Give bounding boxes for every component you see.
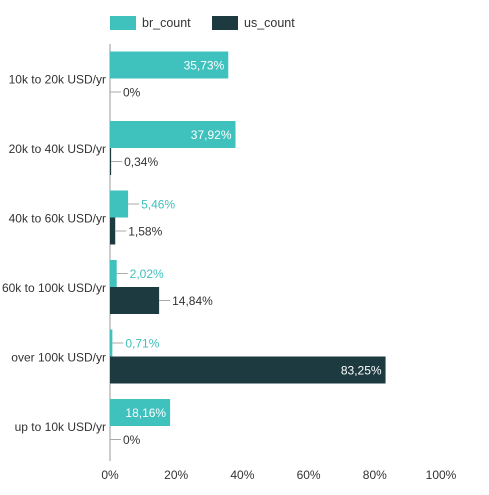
bar-br-count[interactable] [110, 260, 117, 287]
x-tick-label: 80% [363, 468, 387, 482]
x-tick-label: 100% [426, 468, 457, 482]
data-label: 0,34% [124, 155, 158, 169]
bar-us-count[interactable] [110, 148, 111, 175]
category-label: over 100k USD/yr [11, 350, 106, 364]
x-tick-label: 20% [164, 468, 188, 482]
bar-br-count[interactable] [110, 191, 128, 218]
x-tick-label: 60% [297, 468, 321, 482]
bar-us-count[interactable] [110, 218, 115, 245]
bar-br-count[interactable] [110, 330, 112, 357]
data-label: 18,16% [125, 406, 166, 420]
category-label: 60k to 100k USD/yr [2, 281, 106, 295]
category-label: 20k to 40k USD/yr [9, 142, 106, 156]
bar-us-count[interactable] [110, 287, 159, 314]
category-label: 10k to 20k USD/yr [9, 72, 106, 86]
data-label: 0,71% [125, 337, 159, 351]
data-label: 5,46% [141, 198, 175, 212]
data-label: 37,92% [191, 128, 232, 142]
data-label: 83,25% [341, 364, 382, 378]
x-tick-label: 0% [101, 468, 119, 482]
data-label: 0% [123, 433, 141, 447]
data-label: 14,84% [172, 294, 213, 308]
data-label: 2,02% [130, 267, 164, 281]
category-label: 40k to 60k USD/yr [9, 211, 106, 225]
data-label: 35,73% [184, 59, 225, 73]
category-label: up to 10k USD/yr [15, 420, 106, 434]
data-label: 1,58% [128, 225, 162, 239]
data-label: 0% [123, 86, 141, 100]
x-tick-label: 40% [230, 468, 254, 482]
